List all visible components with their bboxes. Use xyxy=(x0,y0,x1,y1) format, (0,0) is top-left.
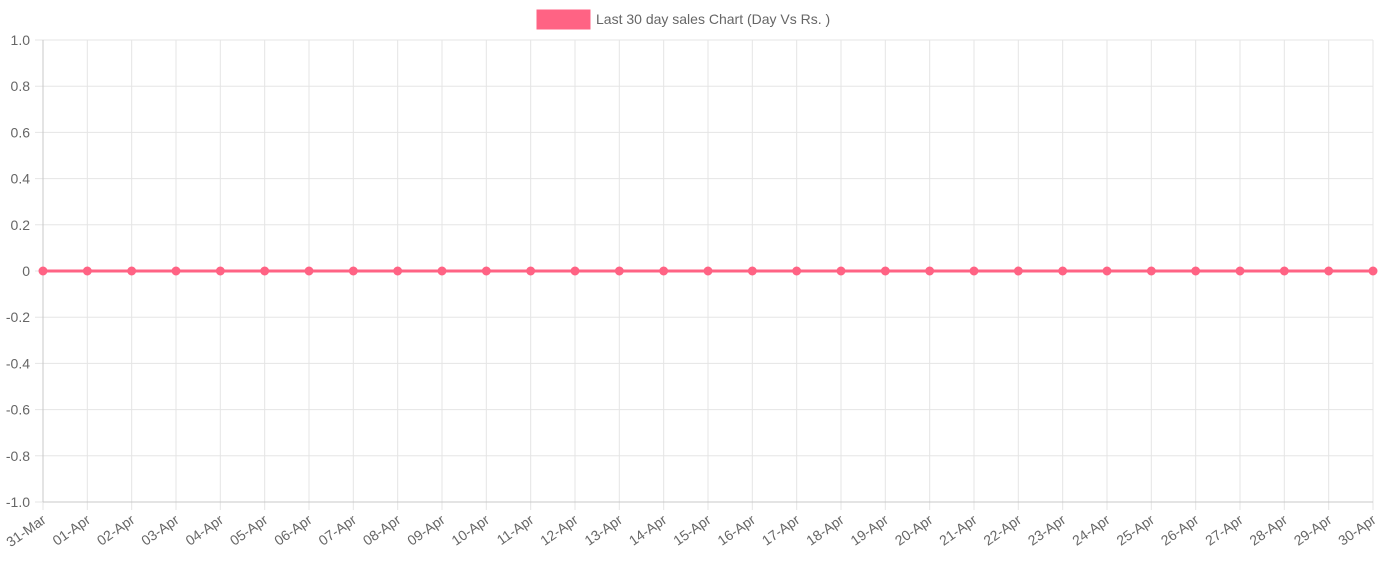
y-tick-label: 0.6 xyxy=(11,124,31,140)
x-tick-label: 05-Apr xyxy=(227,511,271,548)
x-tick-label: 06-Apr xyxy=(271,511,315,548)
data-point[interactable] xyxy=(127,266,137,276)
data-point[interactable] xyxy=(1013,266,1023,276)
x-tick-label: 20-Apr xyxy=(892,511,936,548)
x-tick-label: 14-Apr xyxy=(626,511,670,548)
x-tick-label: 31-Mar xyxy=(3,511,49,550)
x-tick-label: 16-Apr xyxy=(714,511,758,548)
y-tick-label: -0.4 xyxy=(6,355,30,371)
data-point[interactable] xyxy=(1102,266,1112,276)
data-point[interactable] xyxy=(792,266,802,276)
data-point[interactable] xyxy=(437,266,447,276)
data-point[interactable] xyxy=(304,266,314,276)
x-tick-label: 27-Apr xyxy=(1202,511,1246,548)
data-point[interactable] xyxy=(526,266,536,276)
x-tick-label: 24-Apr xyxy=(1069,511,1113,548)
y-tick-label: 0.8 xyxy=(11,78,31,94)
x-tick-label: 11-Apr xyxy=(494,511,537,548)
data-point[interactable] xyxy=(348,266,358,276)
y-axis-tick-labels: 1.0 0.8 0.6 0.4 0.2 0 -0.2 -0.4 -0.6 -0.8 -1.0 xyxy=(6,32,30,510)
data-point[interactable] xyxy=(747,266,757,276)
data-point[interactable] xyxy=(880,266,890,276)
x-tick-label: 28-Apr xyxy=(1246,511,1290,548)
data-point[interactable] xyxy=(1324,266,1334,276)
data-point[interactable] xyxy=(659,266,669,276)
data-point[interactable] xyxy=(1191,266,1201,276)
y-tick-label: -0.6 xyxy=(6,402,30,418)
data-point[interactable] xyxy=(82,266,92,276)
data-point[interactable] xyxy=(969,266,979,276)
y-tick-label: 0.4 xyxy=(11,171,31,187)
data-point[interactable] xyxy=(1058,266,1068,276)
data-point[interactable] xyxy=(1368,266,1378,276)
x-tick-label: 12-Apr xyxy=(537,511,581,548)
x-tick-label: 02-Apr xyxy=(94,511,138,548)
data-point[interactable] xyxy=(1279,266,1289,276)
x-tick-label: 30-Apr xyxy=(1335,511,1379,548)
x-tick-label: 26-Apr xyxy=(1158,511,1202,548)
data-point[interactable] xyxy=(1235,266,1245,276)
data-point[interactable] xyxy=(481,266,491,276)
data-point[interactable] xyxy=(570,266,580,276)
y-tick-label: -0.8 xyxy=(6,448,30,464)
data-point[interactable] xyxy=(925,266,935,276)
x-tick-label: 18-Apr xyxy=(803,511,847,548)
x-tick-label: 09-Apr xyxy=(404,511,448,548)
x-tick-label: 19-Apr xyxy=(847,511,891,548)
data-point[interactable] xyxy=(703,266,713,276)
data-point[interactable] xyxy=(393,266,403,276)
x-tick-label: 15-Apr xyxy=(670,511,714,548)
x-axis-tick-labels: 31-Mar 01-Apr 02-Apr 03-Apr 04-Apr 05-Apr 06-A… xyxy=(3,511,1379,550)
x-tick-label: 13-Apr xyxy=(581,511,625,548)
y-tick-label: 0 xyxy=(22,263,30,279)
x-tick-label: 07-Apr xyxy=(315,511,359,548)
x-tick-label: 25-Apr xyxy=(1113,511,1157,548)
x-tick-label: 01-Apr xyxy=(49,511,93,548)
y-tick-label: 1.0 xyxy=(11,32,31,48)
x-tick-label: 23-Apr xyxy=(1025,511,1069,548)
legend[interactable]: Last 30 day sales Chart (Day Vs Rs. ) xyxy=(536,9,830,30)
data-point[interactable] xyxy=(171,266,181,276)
y-tick-label: 0.2 xyxy=(11,217,31,233)
data-point[interactable] xyxy=(836,266,846,276)
y-tick-label: -0.2 xyxy=(6,309,30,325)
data-point[interactable] xyxy=(614,266,624,276)
x-tick-label: 17-Apr xyxy=(759,511,803,548)
x-tick-label: 22-Apr xyxy=(980,511,1024,548)
x-tick-label: 29-Apr xyxy=(1291,511,1335,548)
grid-lines xyxy=(35,39,1374,510)
data-point[interactable] xyxy=(260,266,270,276)
data-point[interactable] xyxy=(215,266,225,276)
x-tick-label: 03-Apr xyxy=(138,511,182,548)
data-point[interactable] xyxy=(38,266,48,276)
legend-swatch[interactable] xyxy=(536,9,591,30)
series-layer xyxy=(38,266,1378,276)
x-tick-label: 21-Apr xyxy=(936,511,980,548)
x-tick-label: 10-Apr xyxy=(448,511,492,548)
legend-label[interactable]: Last 30 day sales Chart (Day Vs Rs. ) xyxy=(596,11,830,27)
data-point[interactable] xyxy=(1146,266,1156,276)
x-tick-label: 04-Apr xyxy=(182,511,226,548)
y-tick-label: -1.0 xyxy=(6,494,30,510)
x-tick-label: 08-Apr xyxy=(360,511,404,548)
